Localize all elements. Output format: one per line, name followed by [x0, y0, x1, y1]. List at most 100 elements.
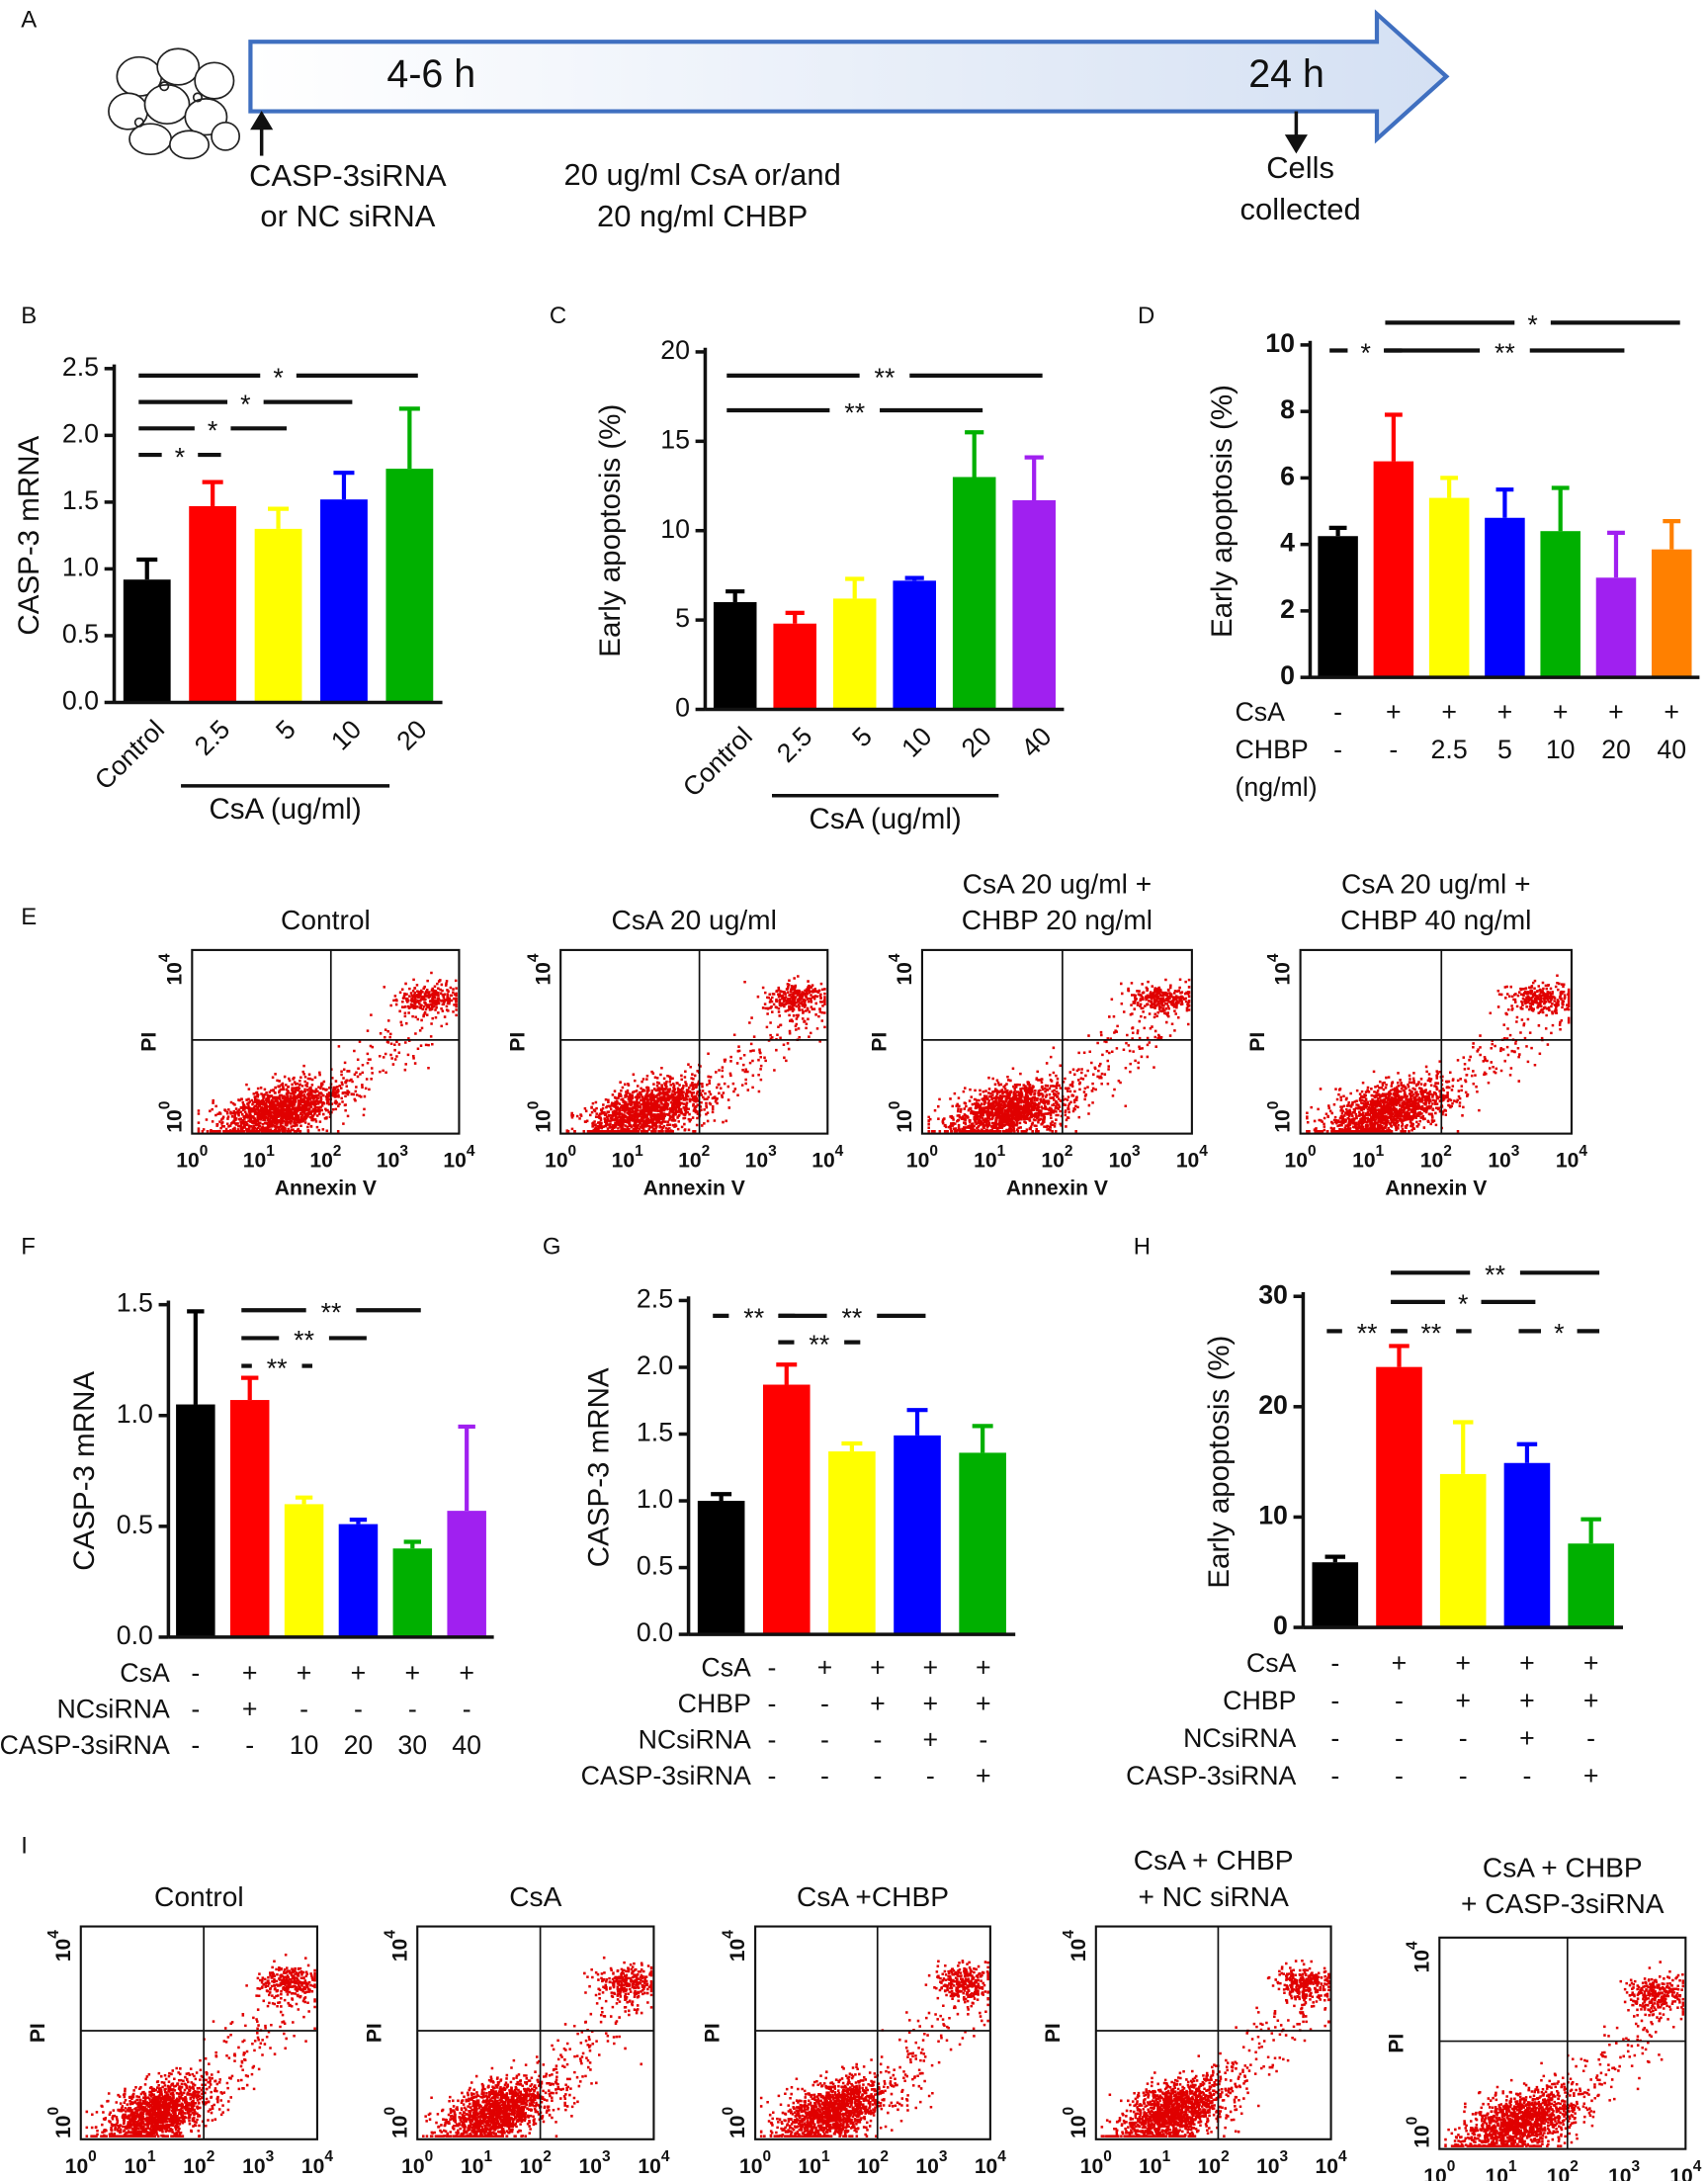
bar [952, 477, 996, 710]
tick-exponent: 1 [635, 1143, 643, 1160]
x-tick-label: 103 [377, 1143, 408, 1172]
tick-base: 10 [1176, 1149, 1199, 1172]
tick-base: 10 [1423, 2164, 1446, 2181]
condition-name: CASP-3siRNA [581, 1761, 751, 1790]
x-tick-label: 103 [242, 2148, 274, 2177]
plot-title: CHBP 20 ng/ml [962, 905, 1153, 935]
y-tick-label: 30 [1258, 1279, 1288, 1309]
condition-value: + [1519, 1648, 1535, 1678]
bar [447, 1511, 486, 1637]
tick-base: 10 [612, 1149, 635, 1172]
tick-exponent: 0 [1265, 1101, 1282, 1110]
bar [123, 579, 171, 703]
y-tick-label: 10 [660, 514, 690, 544]
x-axis-label: Annexin V [1385, 1177, 1487, 1199]
tick-exponent: 4 [1265, 953, 1282, 962]
condition-value: - [1333, 697, 1342, 727]
tick-base: 10 [1352, 1149, 1375, 1172]
tick-exponent: 1 [147, 2148, 156, 2165]
condition-value: - [1395, 1686, 1404, 1715]
condition-value: - [1395, 1761, 1404, 1790]
condition-value: + [923, 1724, 939, 1754]
x-tick-label: 104 [443, 1143, 474, 1172]
tick-exponent: 4 [1199, 1143, 1208, 1160]
tick-exponent: 4 [467, 1143, 475, 1160]
tick-base: 10 [545, 1149, 567, 1172]
condition-value: - [1395, 1723, 1404, 1753]
transfection-note: CASP-3siRNA [249, 158, 447, 193]
x-tick-label: 102 [857, 2148, 889, 2177]
y-tick-label: 5 [675, 603, 690, 633]
dot-cloud [85, 1953, 316, 2137]
dot-cloud [927, 978, 1191, 1133]
tick-base: 10 [739, 2155, 762, 2178]
condition-value: + [459, 1658, 474, 1688]
tick-exponent: 0 [720, 2107, 736, 2116]
x-tick-label: 102 [183, 2148, 214, 2177]
y-tick-label: 100 [45, 2107, 74, 2138]
bar [1503, 1462, 1551, 1628]
condition-value: - [1522, 1761, 1531, 1790]
y-tick-label: 100 [887, 1101, 915, 1133]
treatment-note: 20 ng/ml CHBP [597, 199, 808, 233]
y-tick-label: 6 [1280, 461, 1295, 490]
tick-exponent: 3 [602, 2148, 611, 2165]
significance-label: * [175, 442, 185, 472]
significance-label: ** [809, 1330, 829, 1359]
tick-exponent: 0 [887, 1101, 903, 1110]
tick-exponent: 3 [1132, 1143, 1141, 1160]
condition-value: + [1583, 1761, 1599, 1790]
condition-value: - [979, 1724, 987, 1754]
tick-exponent: 4 [1693, 2158, 1702, 2175]
condition-value: - [354, 1695, 363, 1724]
transfection-note: or NC siRNA [260, 199, 435, 233]
y-axis-label: CASP-3 mRNA [13, 435, 45, 635]
condition-value: + [870, 1689, 886, 1718]
plot-title: Control [154, 1881, 244, 1912]
significance-label: ** [1485, 1261, 1505, 1290]
tick-base: 10 [1547, 2164, 1570, 2181]
tick-exponent: 0 [383, 2107, 399, 2116]
x-tick-label: 103 [915, 2148, 947, 2177]
tick-exponent: 0 [1103, 2148, 1112, 2165]
condition-name: CsA [701, 1652, 751, 1682]
tick-exponent: 2 [1570, 2158, 1579, 2175]
tick-base: 10 [443, 1149, 466, 1172]
x-tick-label: 102 [1041, 1143, 1072, 1172]
bar [697, 1501, 745, 1635]
panel-label: F [21, 1233, 36, 1260]
y-axis-label: PI [507, 1032, 530, 1052]
tick-base: 10 [532, 1109, 555, 1132]
y-tick-label: 2 [1280, 594, 1295, 624]
x-tick-label: 101 [1139, 2148, 1170, 2177]
tick-base: 10 [1669, 2164, 1692, 2181]
condition-value: - [1330, 1723, 1339, 1753]
condition-value: + [1455, 1648, 1471, 1678]
condition-value: + [242, 1658, 258, 1688]
panel-label: D [1138, 303, 1154, 329]
bar [392, 1548, 433, 1637]
condition-value: + [1519, 1686, 1535, 1715]
y-tick-label: 100 [1061, 2107, 1089, 2138]
down-arrow [1284, 111, 1308, 154]
plot-title: CsA 20 ug/ml [612, 905, 777, 935]
bar [832, 598, 877, 710]
tick-base: 10 [1410, 1950, 1433, 1972]
plot-title: CsA [509, 1881, 561, 1912]
significance-label: ** [294, 1326, 314, 1355]
tick-base: 10 [638, 2155, 660, 2178]
condition-value: + [817, 1652, 833, 1682]
tick-exponent: 1 [997, 1143, 1006, 1160]
condition-value: - [1459, 1723, 1468, 1753]
y-tick-label: 15 [660, 424, 690, 454]
condition-value: + [405, 1658, 421, 1688]
y-tick-label: 0.5 [117, 1510, 153, 1539]
tick-base: 10 [377, 1149, 399, 1172]
x-tick-label: 102 [520, 2148, 552, 2177]
group-label: CsA (ug/ml) [810, 803, 962, 835]
x-tick-label: 100 [401, 2148, 433, 2177]
x-tick-label: 100 [545, 1143, 576, 1172]
bar [828, 1451, 876, 1635]
significance-label: ** [743, 1303, 764, 1333]
